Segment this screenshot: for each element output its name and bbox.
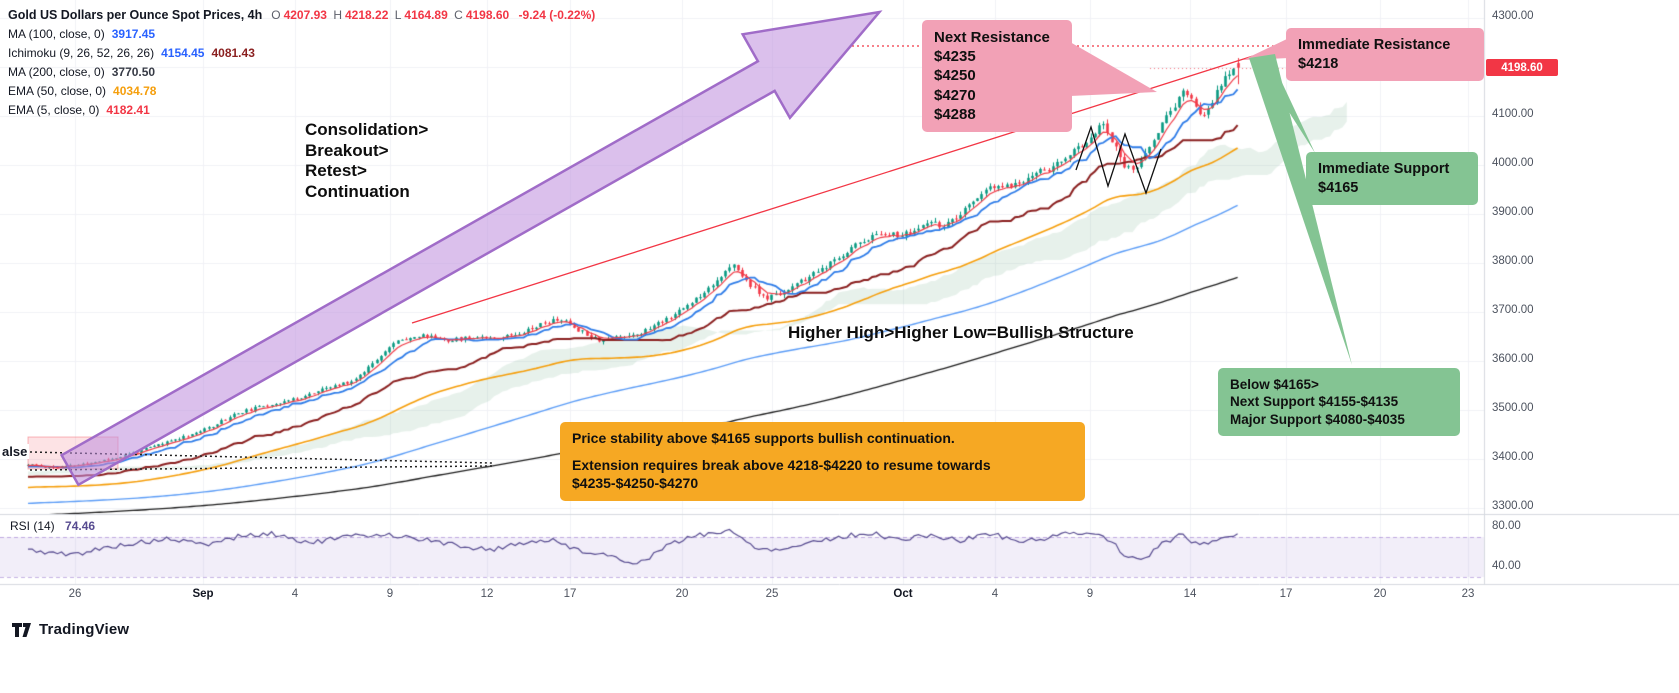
price-axis-label: 3300.00 bbox=[1492, 500, 1534, 512]
ohlc-readout: O 4207.93 H 4218.22 L 4164.89 C 4198.60 -9.2… bbox=[268, 8, 595, 22]
time-axis-label: 26 bbox=[68, 588, 82, 600]
time-axis-label: 20 bbox=[1373, 588, 1387, 600]
price-axis-label: 3500.00 bbox=[1492, 402, 1534, 414]
tradingview-branding[interactable]: TradingView bbox=[10, 618, 129, 640]
indicator-row-ma200[interactable]: MA (200, close, 0) 3770.50 bbox=[8, 65, 595, 84]
time-axis-label: 14 bbox=[1183, 588, 1197, 600]
rsi-axis-label: 40.00 bbox=[1492, 560, 1521, 572]
note-line: Continuation bbox=[305, 182, 410, 202]
time-axis-label: 9 bbox=[386, 588, 394, 600]
price-axis-label: 3700.00 bbox=[1492, 304, 1534, 316]
ohlc-high-value: 4218.22 bbox=[344, 8, 389, 22]
time-axis-label: 23 bbox=[1461, 588, 1475, 600]
next-resistance-callout[interactable]: Next Resistance $4235 $4250 $4270 $4288 bbox=[922, 20, 1072, 132]
symbol-title[interactable]: Gold US Dollars per Ounce Spot Prices, 4… bbox=[8, 8, 263, 22]
immediate-resistance-callout[interactable]: Immediate Resistance $4218 bbox=[1286, 28, 1484, 82]
ohlc-close-value: 4198.60 bbox=[465, 8, 510, 22]
indicator-label: EMA (50, close, 0) bbox=[8, 84, 107, 98]
time-axis-label: 4 bbox=[991, 588, 999, 600]
time-axis-label: 17 bbox=[563, 588, 577, 600]
indicator-label: MA (200, close, 0) bbox=[8, 65, 105, 79]
price-axis-label: 3400.00 bbox=[1492, 451, 1534, 463]
time-axis-label: 17 bbox=[1279, 588, 1293, 600]
callout-line: $4218 bbox=[1298, 55, 1339, 72]
indicator-label: Ichimoku (9, 26, 52, 26, 26) bbox=[8, 46, 155, 60]
ohlc-open-label: O bbox=[271, 8, 281, 22]
time-axis-label: 25 bbox=[765, 588, 779, 600]
time-axis-label: 12 bbox=[480, 588, 494, 600]
ohlc-low-label: L bbox=[394, 8, 402, 22]
ohlc-high-label: H bbox=[333, 8, 342, 22]
callout-paragraph: Extension requires break above 4218-$422… bbox=[572, 456, 991, 491]
indicator-value: 3917.45 bbox=[111, 27, 156, 41]
indicator-label: EMA (5, close, 0) bbox=[8, 103, 100, 117]
indicator-value: 4182.41 bbox=[106, 103, 150, 117]
price-axis-label: 4300.00 bbox=[1492, 10, 1534, 22]
note-line: Breakout> bbox=[305, 140, 389, 160]
indicator-value: 3770.50 bbox=[111, 65, 156, 79]
clipped-left-label: alse bbox=[0, 444, 30, 459]
time-axis-label: Sep bbox=[192, 588, 214, 600]
price-axis-label: 3900.00 bbox=[1492, 206, 1534, 218]
tradingview-brand-text: TradingView bbox=[39, 620, 130, 638]
indicator-row-ema5[interactable]: EMA (5, close, 0) 4182.41 bbox=[8, 103, 595, 122]
ohlc-open-value: 4207.93 bbox=[283, 8, 327, 22]
callout-line: $4270 bbox=[934, 86, 976, 104]
callout-line: $4235 bbox=[934, 48, 976, 66]
time-axis-label: 9 bbox=[1086, 588, 1094, 600]
legend: Gold US Dollars per Ounce Spot Prices, 4… bbox=[8, 8, 595, 122]
tradingview-logo-icon bbox=[12, 623, 31, 637]
ohlc-close-label: C bbox=[454, 8, 463, 22]
indicator-row-ichimoku[interactable]: Ichimoku (9, 26, 52, 26, 26) 4154.45 408… bbox=[8, 46, 595, 65]
price-axis-label: 4000.00 bbox=[1492, 157, 1534, 169]
indicator-value: 4034.78 bbox=[113, 84, 157, 98]
rsi-value: 74.46 bbox=[65, 519, 96, 533]
ohlc-change: -9.24 (-0.22%) bbox=[518, 8, 596, 22]
price-axis-label: 4100.00 bbox=[1492, 108, 1534, 120]
note-line: Consolidation> bbox=[305, 120, 429, 139]
callout-title: Immediate Resistance bbox=[1298, 37, 1451, 53]
price-axis-label: 3600.00 bbox=[1492, 353, 1534, 365]
callout-paragraph: Price stability above $4165 supports bul… bbox=[572, 430, 955, 446]
note-line: Retest> bbox=[305, 161, 367, 181]
callout-line: $4250 bbox=[934, 67, 976, 85]
callout-line: Next Support $4155-$4135 bbox=[1230, 394, 1399, 410]
callout-title: Immediate Support bbox=[1318, 161, 1450, 177]
immediate-support-callout[interactable]: Immediate Support $4165 bbox=[1306, 152, 1478, 206]
indicator-row-ma100[interactable]: MA (100, close, 0) 3917.45 bbox=[8, 27, 595, 46]
callout-line: $4288 bbox=[934, 105, 976, 123]
indicator-label: MA (100, close, 0) bbox=[8, 27, 105, 41]
callout-line: $4165 bbox=[1318, 179, 1359, 196]
callout-line: Below $4165> bbox=[1230, 377, 1319, 392]
rsi-axis-label: 80.00 bbox=[1492, 520, 1521, 532]
price-stability-callout[interactable]: Price stability above $4165 supports bul… bbox=[560, 422, 1085, 501]
time-axis-label: Oct bbox=[893, 588, 913, 600]
indicator-value: 4154.45 bbox=[161, 46, 205, 60]
price-axis-label: 3800.00 bbox=[1492, 255, 1534, 267]
callout-line: Major Support $4080-$4035 bbox=[1230, 411, 1405, 427]
rsi-label: RSI (14) bbox=[10, 519, 55, 533]
time-axis-label: 4 bbox=[291, 588, 299, 600]
callout-title: Next Resistance bbox=[934, 29, 1050, 46]
below-support-callout[interactable]: Below $4165> Next Support $4155-$4135 Ma… bbox=[1218, 368, 1460, 436]
time-axis-label: 20 bbox=[675, 588, 689, 600]
indicator-value: 4081.43 bbox=[211, 46, 255, 60]
last-price-badge: 4198.60 bbox=[1486, 59, 1558, 76]
symbol-row[interactable]: Gold US Dollars per Ounce Spot Prices, 4… bbox=[8, 8, 595, 27]
consolidation-note[interactable]: Consolidation> Breakout> Retest> Continu… bbox=[305, 120, 428, 203]
ohlc-low-value: 4164.89 bbox=[404, 8, 448, 22]
bullish-structure-note[interactable]: Higher High>Higher Low=Bullish Structure bbox=[788, 323, 1134, 342]
indicator-row-ema50[interactable]: EMA (50, close, 0) 4034.78 bbox=[8, 84, 595, 103]
rsi-legend-row[interactable]: RSI (14) 74.46 bbox=[10, 519, 95, 533]
